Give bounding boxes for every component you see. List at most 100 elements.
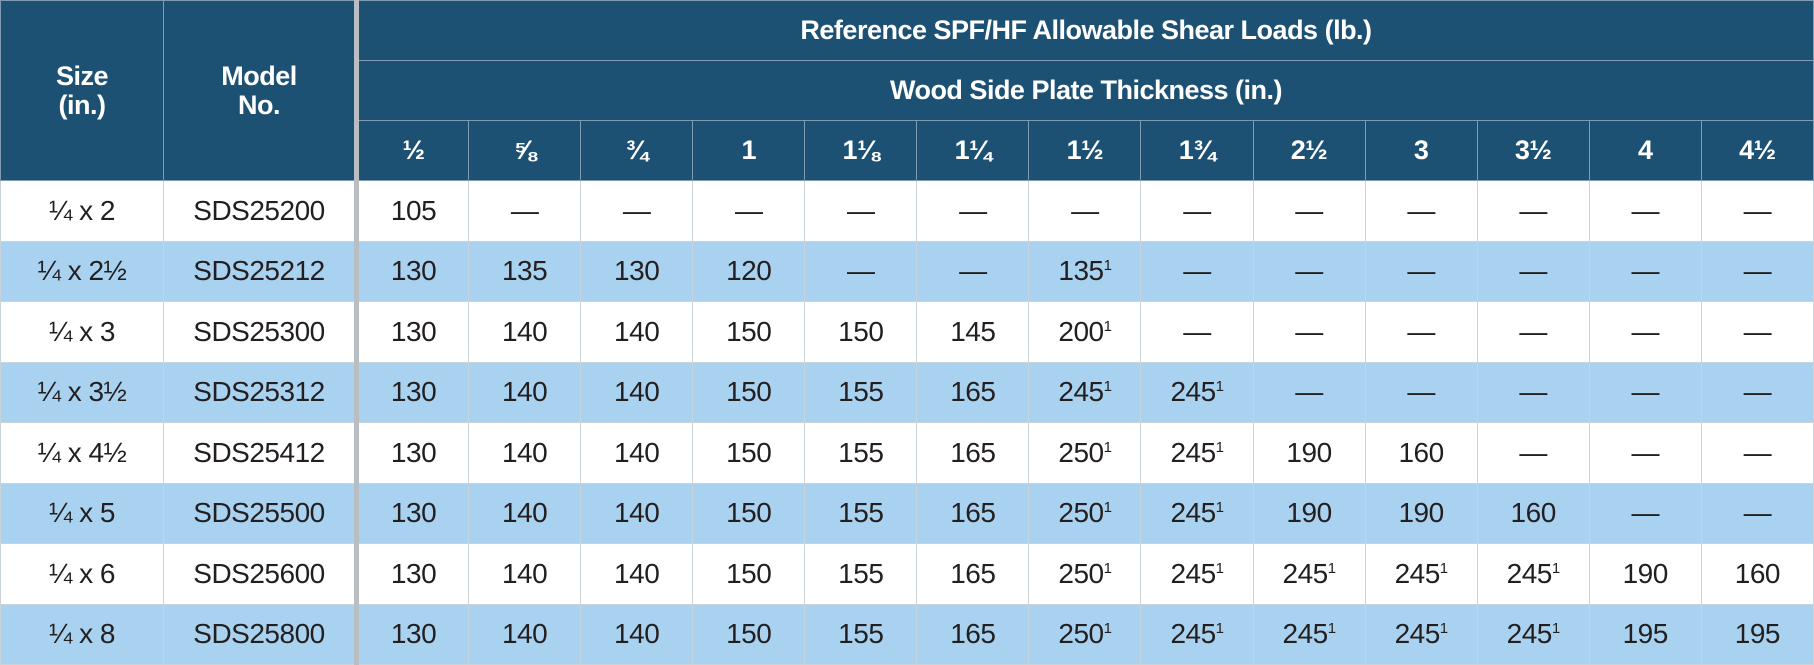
load-cell: 140	[580, 301, 694, 363]
footnote-mark: 1	[1215, 559, 1224, 577]
load-cell: —	[692, 180, 806, 242]
load-cell: —	[1252, 180, 1366, 242]
load-cell: 165	[916, 603, 1030, 665]
load-cell: 130	[353, 301, 470, 363]
load-cell: 195	[1588, 603, 1702, 665]
load-cell: —	[1476, 240, 1590, 302]
load-cell: —	[1476, 180, 1590, 242]
load-cell: 160	[1364, 422, 1478, 484]
load-cell: —	[1588, 301, 1702, 363]
footnote-mark: 1	[1439, 559, 1448, 577]
load-cell: 140	[468, 543, 582, 605]
load-cell: —	[1364, 180, 1478, 242]
load-cell: 165	[916, 482, 1030, 544]
load-cell: 155	[804, 543, 918, 605]
load-cell: 165	[916, 422, 1030, 484]
model-cell: SDS25500	[163, 482, 357, 544]
size-cell: ¼ x 2	[0, 180, 164, 242]
load-cell: 150	[692, 603, 806, 665]
load-cell: 2501	[1028, 482, 1142, 544]
footnote-mark: 1	[1103, 257, 1112, 275]
load-cell: 150	[692, 543, 806, 605]
load-cell: —	[1140, 240, 1254, 302]
size-header: Size (in.)	[0, 0, 164, 181]
load-value: 245	[1170, 557, 1216, 589]
model-cell: SDS25412	[163, 422, 357, 484]
load-value: 250	[1058, 436, 1104, 468]
table-row: ¼ x 2½ SDS25212 130 135 130 120— —1351— — — — — —	[0, 240, 1814, 302]
load-cell: —	[1700, 180, 1814, 242]
load-cell: 165	[916, 361, 1030, 423]
load-cell: 150	[692, 361, 806, 423]
model-cell: SDS25300	[163, 301, 357, 363]
size-cell: ¼ x 8	[0, 603, 164, 665]
thickness-row: ½ ⅝ ¾ 1 1⅛ 1¼ 1½ 1¾ 2½ 3 3½ 4 4½	[1, 120, 1814, 181]
load-cell: —	[1252, 301, 1366, 363]
load-cell: 140	[468, 301, 582, 363]
footnote-mark: 1	[1103, 559, 1112, 577]
load-value: 250	[1058, 497, 1104, 529]
load-value: 245	[1282, 618, 1329, 650]
load-cell: 140	[468, 361, 582, 423]
thickness-header: 4½	[1700, 120, 1814, 181]
load-cell: 2451	[1140, 482, 1254, 544]
load-value: 245	[1394, 618, 1441, 650]
load-cell: —	[804, 180, 918, 242]
load-cell: —	[1140, 180, 1254, 242]
subgroup-header: Wood Side Plate Thickness (in.)	[354, 60, 1814, 121]
load-cell: —	[916, 240, 1030, 302]
load-value: 245	[1170, 497, 1216, 529]
load-cell: 155	[804, 361, 918, 423]
load-cell: 130	[353, 543, 470, 605]
load-cell: 165	[916, 543, 1030, 605]
load-cell: —	[1700, 240, 1814, 302]
load-value: 245	[1170, 436, 1216, 468]
footnote-mark: 1	[1103, 438, 1112, 456]
size-cell: ¼ x 3½	[0, 361, 164, 423]
load-cell: —	[1476, 301, 1590, 363]
load-cell: —	[1364, 361, 1478, 423]
load-cell: 2451	[1476, 603, 1590, 665]
size-cell: ¼ x 3	[0, 301, 164, 363]
load-cell: 135	[468, 240, 582, 302]
load-cell: 2451	[1028, 361, 1142, 423]
thickness-header: 1¼	[916, 120, 1030, 181]
size-cell: ¼ x 6	[0, 543, 164, 605]
footnote-mark: 1	[1103, 620, 1112, 638]
load-cell: 1351	[1028, 240, 1142, 302]
footnote-mark: 1	[1103, 499, 1112, 517]
footnote-mark: 1	[1215, 499, 1224, 517]
footnote-mark: 1	[1439, 620, 1448, 638]
load-cell: —	[1364, 240, 1478, 302]
thickness-header: 4	[1588, 120, 1702, 181]
load-cell: 2451	[1140, 603, 1254, 665]
footnote-mark: 1	[1215, 620, 1224, 638]
table-row: ¼ x 6 SDS25600 130 140 140 150 155 165 2501 2451 2…	[0, 543, 1814, 605]
load-cell: —	[580, 180, 694, 242]
thickness-header: 1⅛	[804, 120, 918, 181]
load-cell: —	[1700, 482, 1814, 544]
thickness-header: 1¾	[1140, 120, 1254, 181]
load-cell: 105	[353, 180, 470, 242]
load-value: 245	[1282, 557, 1329, 589]
load-cell: 160	[1476, 482, 1590, 544]
load-cell: 150	[692, 482, 806, 544]
load-cell: —	[1140, 301, 1254, 363]
load-value: 250	[1058, 557, 1104, 589]
load-cell: 190	[1252, 482, 1366, 544]
load-cell: —	[1476, 422, 1590, 484]
model-cell: SDS25800	[163, 603, 357, 665]
load-cell: —	[1364, 301, 1478, 363]
load-value: 245	[1170, 376, 1216, 408]
footnote-mark: 1	[1327, 559, 1336, 577]
load-cell: —	[1588, 240, 1702, 302]
load-value: 245	[1506, 557, 1553, 589]
thickness-header: 3½	[1476, 120, 1590, 181]
load-cell: —	[1252, 240, 1366, 302]
group-header: Reference SPF/HF Allowable Shear Loads (…	[354, 0, 1814, 61]
load-cell: 140	[580, 603, 694, 665]
table-row: ¼ x 8 SDS25800 130 140 140 150 155 165 2501 2451 2…	[0, 603, 1814, 665]
footnote-mark: 1	[1215, 438, 1224, 456]
